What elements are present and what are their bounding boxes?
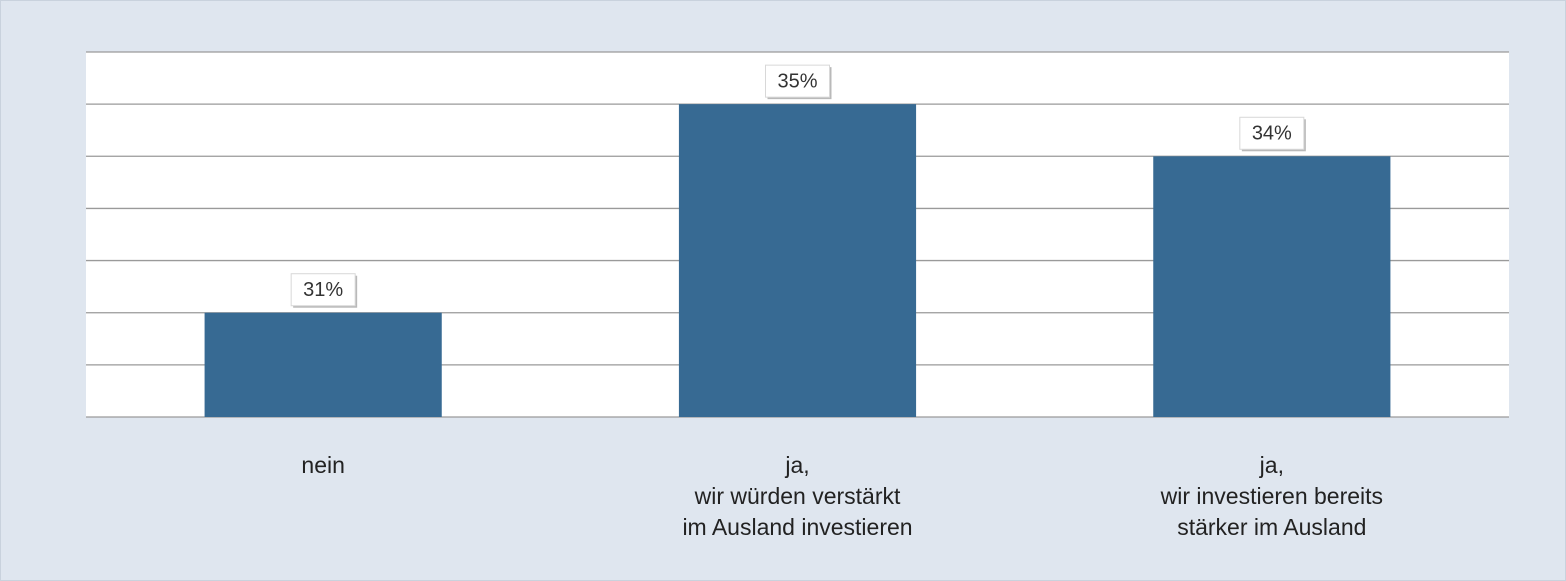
value-label: 35% — [777, 70, 817, 92]
value-label: 31% — [303, 279, 343, 301]
bar — [204, 312, 442, 417]
label-box — [765, 64, 830, 98]
bar — [678, 104, 917, 418]
x-tick-label: nein — [301, 452, 345, 478]
label-box — [1239, 116, 1305, 150]
x-tick-label: ja, wir würden verstärkt im Ausland inve… — [682, 452, 913, 540]
x-tick-label: ja, wir investieren bereits stärker im A… — [1160, 452, 1384, 540]
bar — [1153, 156, 1391, 418]
label-box — [290, 273, 356, 307]
value-label: 34% — [1252, 123, 1292, 145]
